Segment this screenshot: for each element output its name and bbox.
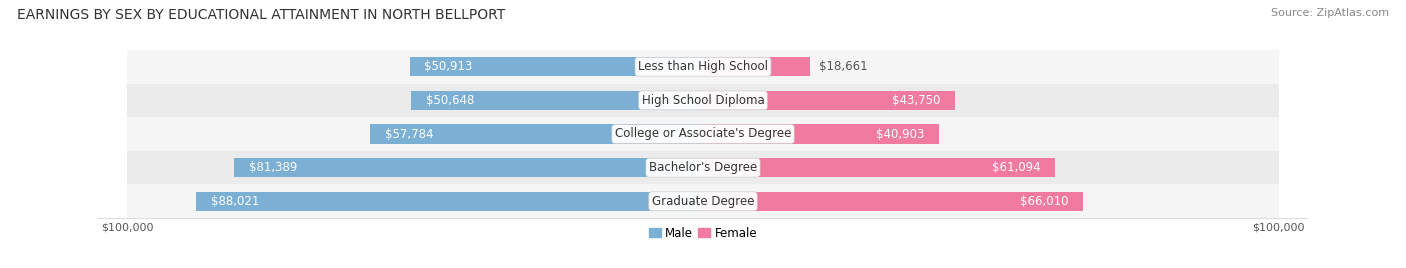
Legend: Male, Female: Male, Female xyxy=(644,222,762,245)
Bar xyxy=(370,124,703,144)
Bar xyxy=(412,91,703,110)
Bar xyxy=(703,124,939,144)
Text: $57,784: $57,784 xyxy=(385,128,433,140)
Text: $88,021: $88,021 xyxy=(211,195,259,208)
Bar xyxy=(703,158,1054,177)
Bar xyxy=(703,57,810,76)
Text: Less than High School: Less than High School xyxy=(638,60,768,73)
Bar xyxy=(197,192,703,211)
Bar xyxy=(127,117,1279,151)
Text: Graduate Degree: Graduate Degree xyxy=(652,195,754,208)
Text: EARNINGS BY SEX BY EDUCATIONAL ATTAINMENT IN NORTH BELLPORT: EARNINGS BY SEX BY EDUCATIONAL ATTAINMEN… xyxy=(17,8,505,22)
Bar xyxy=(127,84,1279,117)
Text: College or Associate's Degree: College or Associate's Degree xyxy=(614,128,792,140)
Text: $81,389: $81,389 xyxy=(249,161,297,174)
Bar xyxy=(127,151,1279,184)
Text: Source: ZipAtlas.com: Source: ZipAtlas.com xyxy=(1271,8,1389,18)
Text: $43,750: $43,750 xyxy=(893,94,941,107)
Bar xyxy=(703,192,1083,211)
Bar xyxy=(127,184,1279,218)
Text: $61,094: $61,094 xyxy=(991,161,1040,174)
Text: $18,661: $18,661 xyxy=(820,60,868,73)
Text: $50,648: $50,648 xyxy=(426,94,474,107)
Bar xyxy=(235,158,703,177)
Text: $50,913: $50,913 xyxy=(425,60,472,73)
Text: $66,010: $66,010 xyxy=(1021,195,1069,208)
Bar xyxy=(409,57,703,76)
Text: High School Diploma: High School Diploma xyxy=(641,94,765,107)
Bar xyxy=(127,50,1279,84)
Text: Bachelor's Degree: Bachelor's Degree xyxy=(650,161,756,174)
Text: $40,903: $40,903 xyxy=(876,128,924,140)
Bar xyxy=(703,91,955,110)
